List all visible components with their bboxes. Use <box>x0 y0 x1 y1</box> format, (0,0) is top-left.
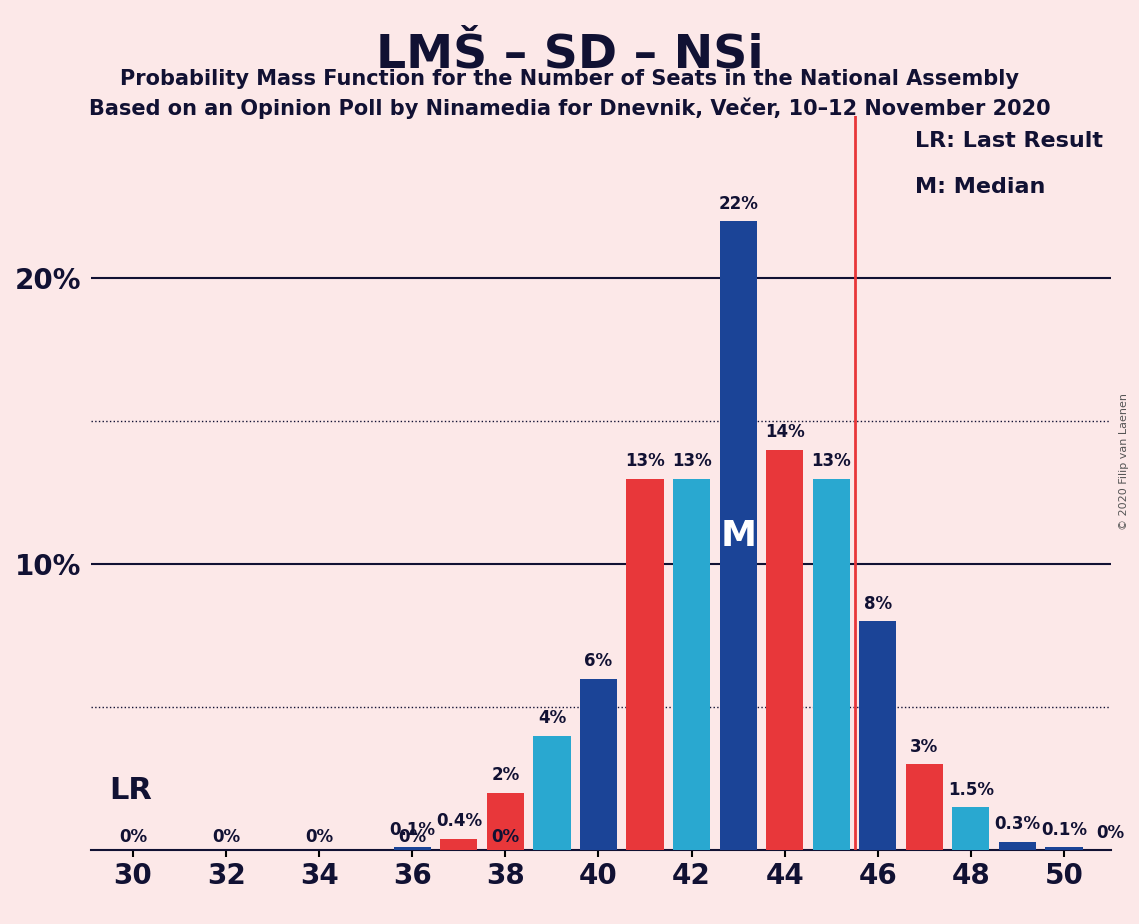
Bar <box>673 479 711 850</box>
Text: 6%: 6% <box>584 652 613 670</box>
Text: M: M <box>720 518 756 553</box>
Text: 0%: 0% <box>305 828 334 845</box>
Bar <box>533 736 571 850</box>
Text: 0%: 0% <box>1097 823 1124 842</box>
Text: © 2020 Filip van Laenen: © 2020 Filip van Laenen <box>1120 394 1129 530</box>
Bar <box>906 764 943 850</box>
Text: 13%: 13% <box>811 452 851 470</box>
Bar <box>720 221 756 850</box>
Text: 1.5%: 1.5% <box>948 781 994 798</box>
Text: 2%: 2% <box>491 766 519 784</box>
Bar <box>952 808 990 850</box>
Text: M: Median: M: Median <box>915 177 1046 197</box>
Bar <box>999 842 1036 850</box>
Text: LMŠ – SD – NSi: LMŠ – SD – NSi <box>376 32 763 78</box>
Text: 0.4%: 0.4% <box>436 812 482 830</box>
Text: 14%: 14% <box>764 423 804 442</box>
Text: Probability Mass Function for the Number of Seats in the National Assembly: Probability Mass Function for the Number… <box>120 69 1019 90</box>
Bar <box>859 622 896 850</box>
Text: 13%: 13% <box>672 452 712 470</box>
Bar <box>394 847 431 850</box>
Text: 0%: 0% <box>212 828 240 845</box>
Text: 22%: 22% <box>719 195 759 213</box>
Text: 0.1%: 0.1% <box>1041 821 1087 839</box>
Bar <box>626 479 664 850</box>
Bar <box>486 793 524 850</box>
Text: 4%: 4% <box>538 710 566 727</box>
Bar <box>812 479 850 850</box>
Text: 13%: 13% <box>625 452 665 470</box>
Bar <box>441 839 477 850</box>
Text: 0.3%: 0.3% <box>994 815 1041 833</box>
Bar <box>1046 847 1082 850</box>
Bar <box>580 678 617 850</box>
Text: LR: Last Result: LR: Last Result <box>915 131 1103 152</box>
Text: 0.1%: 0.1% <box>390 821 435 839</box>
Text: 0%: 0% <box>118 828 147 845</box>
Text: 0%: 0% <box>491 828 519 845</box>
Text: 3%: 3% <box>910 737 939 756</box>
Bar <box>767 450 803 850</box>
Text: Based on an Opinion Poll by Ninamedia for Dnevnik, Večer, 10–12 November 2020: Based on an Opinion Poll by Ninamedia fo… <box>89 97 1050 118</box>
Text: LR: LR <box>109 775 153 805</box>
Text: 0%: 0% <box>399 828 426 845</box>
Text: 8%: 8% <box>863 595 892 613</box>
